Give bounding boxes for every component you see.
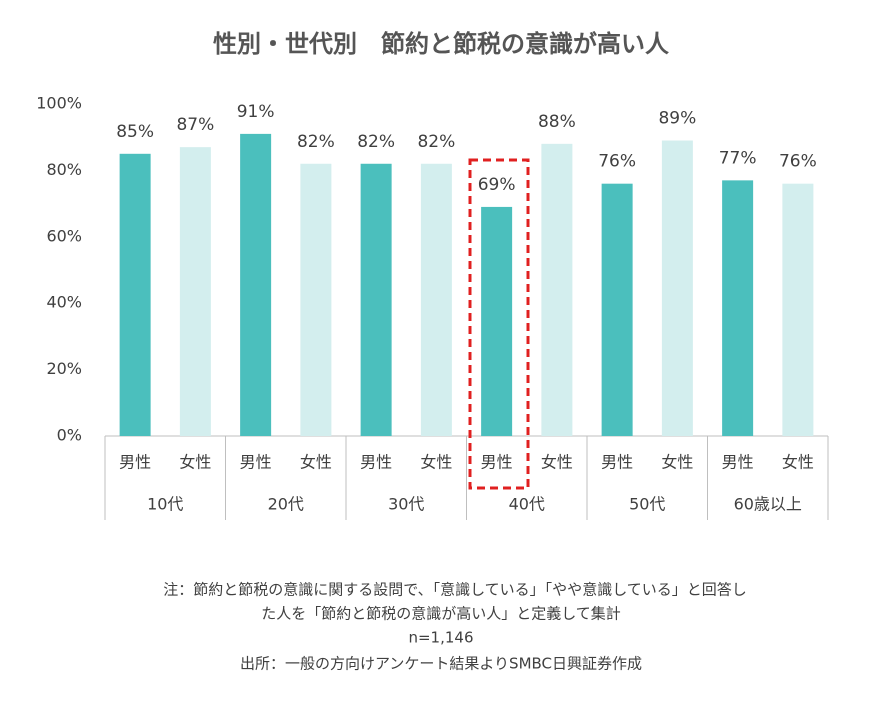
chart-title: 性別・世代別 節約と節税の意識が高い人 <box>213 30 669 58</box>
x-tick-label: 女性 <box>782 453 814 472</box>
x-tick-label: 男性 <box>360 453 392 472</box>
y-tick-label: 0% <box>57 426 82 445</box>
value-label: 76% <box>598 152 636 172</box>
bar <box>601 183 633 436</box>
y-tick-label: 40% <box>46 293 82 312</box>
value-label: 82% <box>357 132 395 152</box>
x-tick-label: 男性 <box>481 453 513 472</box>
x-tick-label: 女性 <box>420 453 452 472</box>
value-label: 85% <box>116 122 154 142</box>
x-group-label: 10代 <box>147 495 183 514</box>
y-tick-label: 60% <box>46 226 82 245</box>
x-tick-label: 女性 <box>179 453 211 472</box>
bar <box>661 140 693 436</box>
highlight-box <box>468 158 530 490</box>
note: n=1,146 <box>408 629 473 647</box>
bar <box>722 180 754 436</box>
x-tick-label: 男性 <box>722 453 754 472</box>
bar <box>119 153 151 437</box>
x-tick-label: 女性 <box>300 453 332 472</box>
value-label: 76% <box>779 152 817 172</box>
value-label: 82% <box>417 132 455 152</box>
value-label: 89% <box>658 109 696 129</box>
y-tick-label: 20% <box>46 359 82 378</box>
x-tick-label: 男性 <box>119 453 151 472</box>
value-label: 88% <box>538 112 576 132</box>
value-label: 82% <box>297 132 335 152</box>
note: 出所：一般の方向けアンケート結果よりSMBC日興証券作成 <box>240 655 642 673</box>
x-group-label: 30代 <box>388 495 424 514</box>
x-group-label: 40代 <box>509 495 545 514</box>
bar <box>420 163 452 436</box>
value-label: 77% <box>719 148 757 168</box>
bar <box>179 147 211 436</box>
y-tick-label: 100% <box>36 94 82 113</box>
x-tick-label: 女性 <box>661 453 693 472</box>
x-group-label: 60歳以上 <box>734 495 802 514</box>
x-tick-label: 男性 <box>601 453 633 472</box>
x-group-label: 20代 <box>268 495 304 514</box>
note: 注：節約と節税の意識に関する設問で、「意識している」「やや意識している」と回答し <box>163 581 747 599</box>
bar <box>541 143 573 436</box>
bar <box>240 133 272 436</box>
x-tick-label: 男性 <box>240 453 272 472</box>
y-tick-label: 80% <box>46 160 82 179</box>
value-label: 87% <box>176 115 214 135</box>
bar <box>360 163 392 436</box>
bar <box>782 183 814 436</box>
x-tick-label: 女性 <box>541 453 573 472</box>
bar <box>300 163 332 436</box>
x-group-label: 50代 <box>629 495 665 514</box>
note: た人を「節約と節税の意識が高い人」と定義して集計 <box>261 605 621 623</box>
value-label: 69% <box>478 175 516 195</box>
value-label: 91% <box>237 102 275 122</box>
bar <box>481 206 513 436</box>
